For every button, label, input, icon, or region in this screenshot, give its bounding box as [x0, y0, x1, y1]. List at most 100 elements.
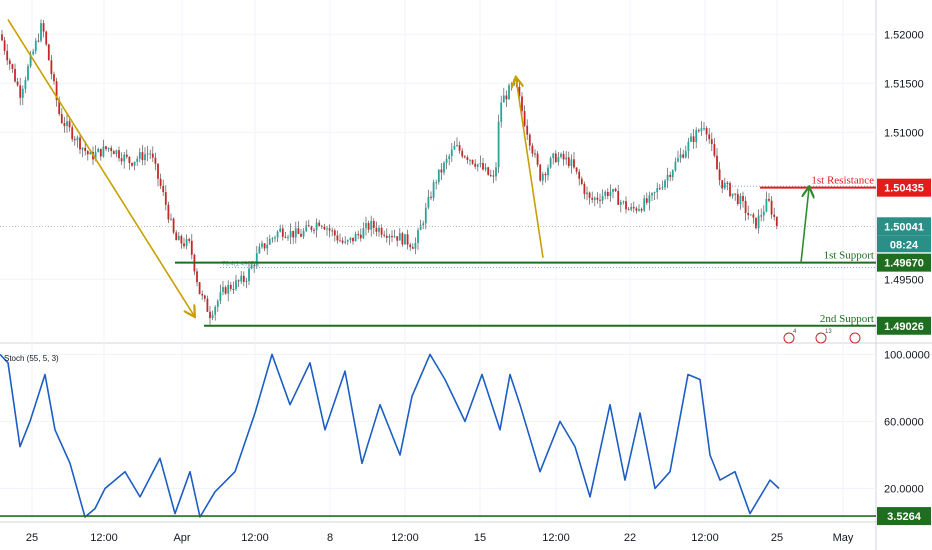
candle-bull	[144, 154, 146, 161]
candle-bear	[474, 163, 477, 167]
candle-bear	[583, 184, 586, 195]
time-axis[interactable]: 25 12:00 Apr 12:00 8 12:00 15 12:00 22 12:00 25 May	[26, 532, 854, 544]
candle-bear	[729, 183, 731, 197]
candle-bull	[497, 121, 500, 168]
candle-bear	[198, 282, 201, 295]
candle-bull	[604, 192, 607, 196]
price-pane[interactable]: 76.4(1.49670) 1st Resistance 1st Support 2n…	[0, 19, 876, 344]
candle-bear	[263, 243, 266, 249]
candle-bear	[401, 233, 404, 245]
candle-bull	[508, 85, 510, 100]
candle-bear	[183, 243, 185, 247]
candle-bull	[268, 238, 271, 245]
candle-bear	[375, 227, 378, 232]
candle-bear	[747, 212, 750, 216]
candle-bear	[357, 234, 360, 236]
candle-bull	[510, 84, 513, 86]
candle-bull	[557, 156, 560, 163]
candle-bull	[700, 128, 703, 132]
stochastic-pane[interactable]	[0, 353, 876, 518]
candle-bear	[19, 85, 22, 98]
candle-bear	[172, 218, 175, 233]
candle-bear	[372, 221, 375, 228]
level-label: 2nd Support	[820, 313, 874, 325]
candle-bear	[253, 265, 256, 267]
candle-bear	[710, 139, 713, 145]
candle-bull	[21, 88, 24, 98]
price-axis[interactable]: 1.52000 1.51500 1.51000 1.49500 100.0000 60.0…	[877, 29, 931, 526]
candle-bull	[677, 158, 679, 162]
candle-bear	[692, 136, 695, 143]
candle-bull	[81, 147, 84, 150]
candle-bull	[731, 193, 734, 197]
us-flag-event-2	[815, 332, 827, 344]
candle-bear	[385, 235, 388, 238]
candle-bear	[331, 230, 334, 232]
candle-bear	[333, 230, 336, 236]
candle-bear	[328, 228, 331, 231]
candle-bear	[573, 159, 575, 168]
candle-bear	[55, 81, 58, 101]
candle-bull	[365, 223, 367, 229]
candle-bull	[445, 159, 448, 163]
ca-flag-event	[849, 332, 861, 344]
level-price-badge	[877, 316, 931, 335]
candle-bull	[469, 159, 471, 161]
candle-bull	[287, 237, 289, 239]
candle-bull	[495, 167, 497, 177]
trend-arrow	[516, 78, 544, 258]
candle-bull	[432, 182, 435, 198]
candle-bear	[713, 144, 716, 156]
candle-bull	[276, 231, 279, 238]
candle-bull	[115, 150, 118, 155]
candle-bull	[435, 182, 438, 184]
candle-bull	[102, 146, 105, 157]
candle-bull	[502, 95, 505, 103]
candle-bear	[206, 298, 209, 312]
candle-bull	[123, 154, 126, 162]
candle-bull	[739, 195, 742, 205]
candle-bear	[736, 193, 739, 205]
candle-bear	[669, 174, 672, 177]
candle-bull	[757, 215, 760, 229]
candle-bear	[224, 287, 227, 294]
candle-bear	[232, 288, 235, 290]
countdown-text: 08:24	[890, 239, 919, 251]
candle-bull	[643, 198, 646, 211]
candle-bull	[424, 207, 427, 224]
candle-bear	[544, 173, 547, 176]
candle-bull	[427, 196, 430, 208]
candle-bear	[640, 209, 643, 211]
candle-bull	[222, 287, 224, 293]
candle-bear	[164, 192, 167, 205]
candle-bull	[448, 156, 451, 160]
level-label: 1st Resistance	[811, 175, 874, 187]
candle-bull	[541, 173, 544, 181]
candle-bull	[97, 148, 100, 153]
candle-bear	[154, 157, 157, 164]
candle-bear	[141, 152, 144, 161]
candle-bear	[599, 199, 601, 201]
candle-bull	[622, 201, 625, 203]
candle-bull	[266, 244, 269, 249]
candle-bull	[651, 193, 653, 196]
candle-bear	[744, 200, 747, 213]
candle-bear	[489, 174, 492, 176]
candle-bear	[8, 60, 11, 65]
candle-bear	[242, 275, 245, 282]
candle-bull	[450, 149, 453, 157]
time-tick-label: 25	[26, 532, 38, 544]
level-price-badge	[877, 253, 931, 272]
candle-bear	[409, 244, 412, 248]
stoch-tick-label: 100.0000	[884, 349, 930, 361]
candle-bear	[318, 222, 321, 226]
candle-bear	[37, 40, 40, 42]
candle-bear	[380, 227, 383, 235]
candle-bear	[718, 169, 721, 181]
candle-bull	[674, 161, 677, 171]
time-tick-label: 12:00	[691, 532, 719, 544]
candle-bull	[419, 225, 422, 231]
candle-bear	[336, 235, 339, 241]
candle-bear	[167, 204, 170, 220]
